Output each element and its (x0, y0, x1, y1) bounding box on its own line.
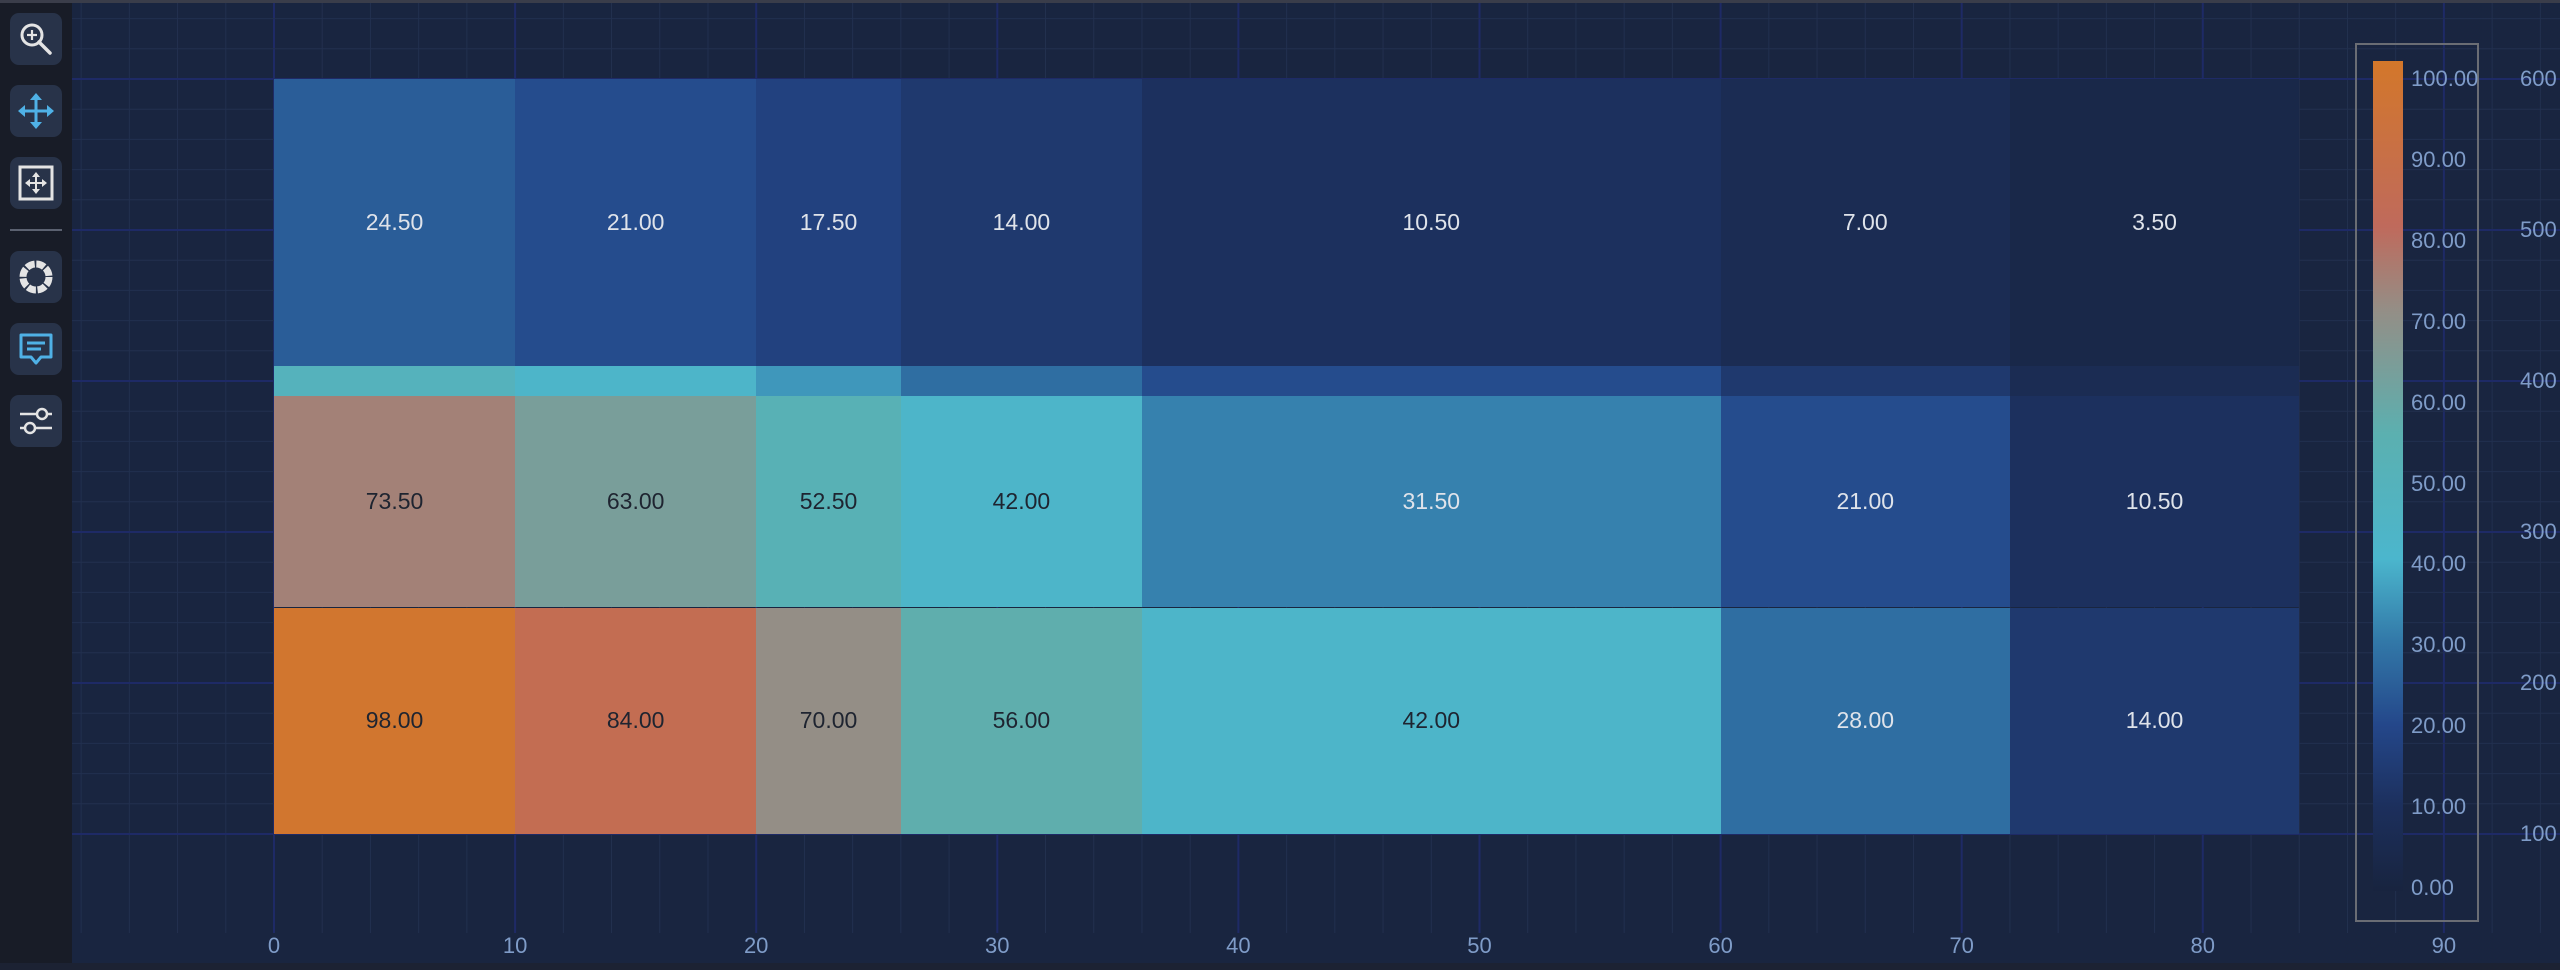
cell-value-label: 24.50 (365, 208, 424, 235)
cell-value-label: 56.00 (992, 707, 1051, 734)
color-legend-bar (2373, 61, 2403, 891)
heatmap-cell[interactable]: 21.00 (1720, 396, 2010, 608)
legend-tick-label: 60.00 (2411, 389, 2467, 415)
sliders-icon (20, 407, 52, 435)
x-tick-label: 70 (1949, 933, 1974, 958)
heatmap-cell[interactable] (756, 365, 901, 397)
cell-value-label: 31.50 (1402, 488, 1461, 515)
y-tick-label: 100 (2520, 821, 2557, 846)
x-tick-label: 30 (985, 933, 1010, 958)
heatmap-cell[interactable]: 14.00 (2009, 607, 2300, 834)
y-tick-label: 600 (2520, 66, 2557, 91)
cell-value-label: 52.50 (799, 488, 858, 515)
heatmap-cell[interactable] (515, 365, 757, 397)
legend-tick-label: 70.00 (2411, 308, 2467, 334)
heatmap-cell[interactable]: 52.50 (756, 396, 901, 608)
zoom-in-button[interactable] (10, 13, 62, 65)
heatmap-cell[interactable]: 42.00 (900, 396, 1142, 608)
zoom-to-fit-button[interactable] (10, 157, 62, 209)
x-tick-label: 90 (2431, 933, 2457, 958)
heatmap-cell[interactable]: 84.00 (515, 607, 757, 834)
legend-tick-label: 0.00 (2411, 875, 2454, 900)
cell-value-label: 73.50 (365, 488, 424, 515)
cell-value-label: 10.50 (2125, 488, 2184, 515)
cell-value-label: 63.00 (606, 488, 665, 515)
x-tick-label: 40 (1226, 933, 1251, 958)
chart-toolbar (0, 3, 72, 963)
cell-value-label: 14.00 (992, 208, 1051, 235)
chat-bubble-icon (19, 333, 53, 365)
window-bottom-border (0, 963, 2560, 970)
fit-extents-icon (18, 165, 54, 201)
heatmap-cell[interactable] (900, 365, 1142, 397)
cell-value-label: 98.00 (365, 707, 424, 734)
cell-value-label: 21.00 (1836, 488, 1895, 515)
legend-tick-label: 20.00 (2411, 713, 2467, 739)
cell-value-label: 84.00 (606, 707, 665, 734)
ring-gear-icon (19, 260, 53, 294)
x-tick-label: 0 (267, 933, 281, 958)
cell-value-label: 7.00 (1842, 208, 1888, 235)
x-tick-label: 60 (1708, 933, 1733, 958)
tooltip-button[interactable] (10, 323, 62, 375)
legend-tick-label: 40.00 (2411, 551, 2467, 577)
heatmap-cell[interactable] (2009, 365, 2300, 397)
heatmap-cell[interactable]: 73.50 (274, 396, 516, 608)
heatmap-cell[interactable]: 7.00 (1720, 79, 2010, 366)
legend-tick-label: 30.00 (2411, 632, 2467, 658)
x-tick-label: 20 (743, 933, 769, 958)
heatmap-cell[interactable]: 3.50 (2009, 79, 2300, 366)
legend-tick-label: 80.00 (2411, 227, 2467, 253)
cell-value-label: 28.00 (1836, 707, 1895, 734)
heatmap-cell[interactable]: 98.00 (274, 607, 516, 834)
cell-value-label: 70.00 (799, 707, 858, 734)
heatmap-cell[interactable]: 70.00 (756, 607, 901, 834)
heatmap-cell[interactable]: 56.00 (900, 607, 1142, 834)
heatmap-cell[interactable]: 31.50 (1141, 396, 1721, 608)
heatmap-cell[interactable] (1720, 365, 2010, 397)
cell-value-label: 42.00 (1402, 707, 1461, 734)
cell-value-label: 14.00 (2125, 707, 2184, 734)
move-arrows-icon (18, 93, 54, 129)
y-tick-label: 300 (2520, 519, 2557, 544)
cell-value-label: 17.50 (799, 208, 858, 235)
legend-tick-label: 50.00 (2411, 470, 2467, 496)
x-tick-label: 80 (2190, 933, 2216, 958)
heatmap-cell[interactable]: 14.00 (900, 79, 1142, 366)
x-tick-label: 10 (502, 933, 528, 958)
heatmap-cell[interactable]: 17.50 (756, 79, 901, 366)
cell-value-label: 3.50 (2132, 208, 2177, 235)
heatmap-cell[interactable]: 42.00 (1141, 607, 1721, 834)
y-tick-label: 500 (2520, 217, 2557, 242)
settings-button[interactable] (10, 395, 62, 447)
pan-button[interactable] (10, 85, 62, 137)
color-legend (2355, 43, 2479, 922)
heatmap-cell[interactable]: 28.00 (1720, 607, 2010, 834)
y-tick-label: 400 (2520, 368, 2557, 393)
legend-tick-label: 90.00 (2411, 146, 2467, 172)
heatmap-cell[interactable] (274, 365, 516, 397)
heatmap-cell[interactable]: 10.50 (2009, 396, 2300, 608)
cell-value-label: 21.00 (606, 208, 665, 235)
heatmap-cell[interactable]: 10.50 (1141, 79, 1721, 366)
zoom-in-icon (20, 23, 52, 55)
legend-tick-label: 10.00 (2411, 794, 2467, 820)
window-top-border (0, 0, 2560, 3)
heatmap-cell[interactable]: 24.50 (274, 79, 516, 366)
rotate-button[interactable] (10, 251, 62, 303)
heatmap-cell[interactable] (1141, 365, 1721, 397)
heatmap-cell[interactable]: 21.00 (515, 79, 757, 366)
cell-value-label: 42.00 (992, 488, 1051, 515)
toolbar-separator (10, 229, 62, 231)
heatmap-cell[interactable]: 63.00 (515, 396, 757, 608)
legend-tick-label: 100.00 (2411, 66, 2479, 91)
x-tick-label: 50 (1467, 933, 1492, 958)
cell-value-label: 10.50 (1402, 208, 1461, 235)
y-tick-label: 200 (2520, 670, 2557, 695)
